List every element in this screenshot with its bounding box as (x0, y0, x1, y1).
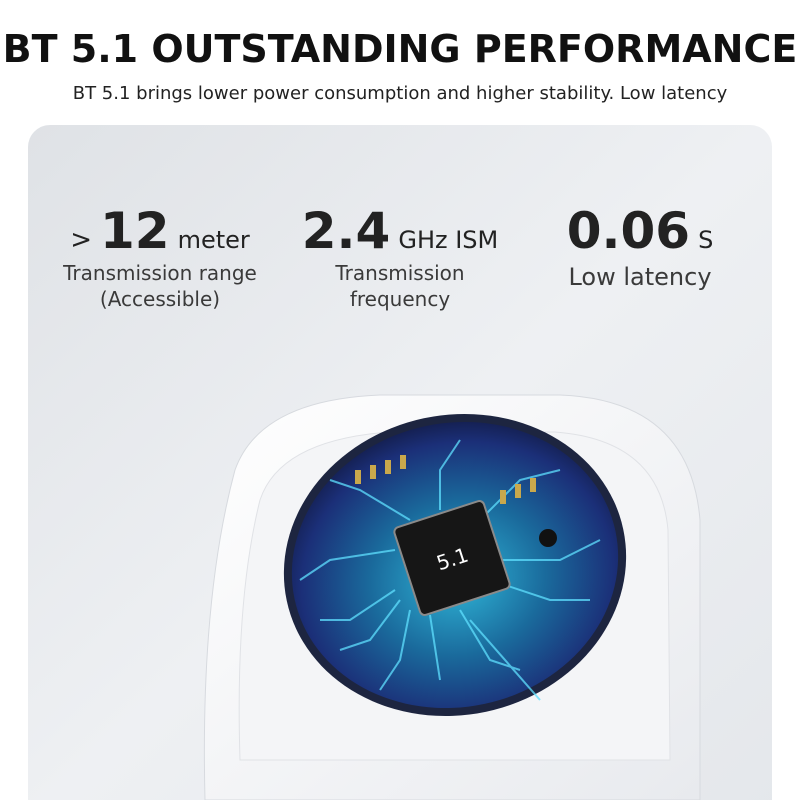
pins (355, 455, 536, 504)
chip-body (393, 500, 511, 616)
spec-value: 0.06 (567, 202, 690, 260)
spec-caption: Transmission (334, 261, 464, 285)
subtitle: BT 5.1 brings lower power consumption an… (73, 83, 728, 104)
spec-caption: Low latency (568, 263, 711, 291)
spec-unit: GHz ISM (398, 226, 498, 254)
spec-unit: S (698, 226, 713, 254)
capacitor (539, 529, 557, 547)
spec-list: >12 meter Transmission range(Accessible) 2.… (62, 202, 713, 311)
spec-value: 12 (100, 202, 170, 260)
spec-value-line: 0.06 S (567, 202, 714, 260)
spec-value-line: 2.4 GHz ISM (302, 202, 498, 260)
chip: 5.1 (393, 500, 511, 616)
spec-caption: frequency (350, 287, 450, 311)
spec-caption: Transmission range (62, 261, 257, 285)
spec-caption: (Accessible) (100, 287, 220, 311)
spec-unit: meter (178, 226, 250, 254)
circuit-traces (299, 439, 601, 701)
spec-prefix: > (70, 225, 92, 255)
title: BT 5.1 OUTSTANDING PERFORMANCE (3, 27, 798, 71)
spec-value: 2.4 (302, 202, 391, 260)
spec-value-line: >12 meter (70, 202, 250, 260)
